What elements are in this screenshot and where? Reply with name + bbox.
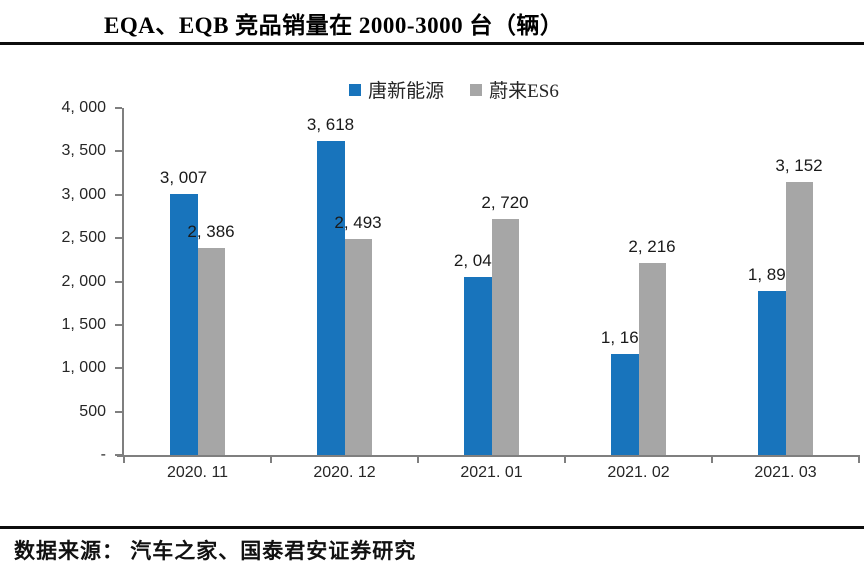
x-axis-line — [117, 455, 859, 457]
legend-item-tang: 唐新能源 — [349, 76, 444, 103]
y-axis-tick — [115, 237, 122, 240]
legend-swatch-blue-icon — [349, 83, 362, 96]
bar-weilai-es6 — [491, 219, 519, 455]
y-axis-tick — [115, 193, 122, 196]
bar-tang-xinnengyuan — [757, 290, 786, 455]
title-divider-rule — [0, 42, 864, 45]
bar-value-label: 2, 493 — [334, 212, 382, 232]
bar-weilai-es6 — [344, 238, 372, 455]
bar-value-label: 2, 720 — [481, 193, 529, 213]
bar-tang-xinnengyuan — [610, 353, 639, 455]
y-axis-tick — [115, 367, 122, 370]
x-axis-category-label: 2020. 12 — [313, 464, 376, 481]
chart-legend: 唐新能源 蔚来ES6 — [22, 76, 864, 103]
y-axis-tick — [115, 280, 122, 283]
y-axis-tick-label: 3, 000 — [61, 185, 106, 203]
legend-swatch-gray-icon — [470, 83, 483, 96]
y-axis-tick-label: 2, 500 — [61, 229, 106, 247]
bar-tang-xinnengyuan — [169, 194, 198, 455]
bar-tang-xinnengyuan — [463, 277, 492, 455]
bar-value-label: 1, 169 — [600, 327, 649, 347]
bar-value-label: 2, 386 — [187, 222, 235, 241]
x-axis-tick — [270, 455, 272, 463]
x-axis-category-label: 2021. 02 — [607, 464, 670, 481]
x-axis-tick — [564, 455, 566, 463]
bar-weilai-es6 — [638, 262, 666, 455]
data-source-caption: 数据来源： 汽车之家、国泰君安证券研究 — [14, 539, 417, 563]
footer-divider-rule — [0, 526, 864, 529]
legend-label: 蔚来ES6 — [489, 81, 559, 102]
x-axis-tick — [711, 455, 713, 463]
x-axis-tick — [123, 455, 125, 463]
legend-item-es6: 蔚来ES6 — [470, 76, 559, 103]
legend-label: 唐新能源 — [368, 81, 445, 102]
bar-value-label: 2, 049 — [453, 251, 502, 271]
bar-value-label: 3, 007 — [159, 168, 208, 188]
bar-value-label: 3, 618 — [306, 115, 355, 135]
y-axis-tick — [115, 323, 122, 326]
y-axis-line — [122, 108, 124, 457]
x-axis-tick — [858, 455, 860, 463]
bar-value-label: 3, 152 — [775, 155, 823, 175]
y-axis-tick — [115, 107, 122, 109]
x-axis-category-label: 2021. 03 — [754, 464, 817, 481]
bar-tang-xinnengyuan — [316, 141, 345, 455]
y-axis-tick-label: - — [100, 446, 106, 463]
bar-value-label: 1, 891 — [747, 264, 796, 284]
x-axis-category-label: 2021. 01 — [460, 464, 523, 481]
bar-value-label: 2, 216 — [628, 236, 676, 256]
y-axis-tick-label: 2, 000 — [61, 272, 106, 290]
bar-weilai-es6 — [197, 248, 225, 455]
chart-title: EQA、EQB 竞品销量在 2000-3000 台（辆） — [104, 13, 564, 38]
x-axis-category-label: 2020. 11 — [166, 464, 229, 481]
y-axis-tick-label: 3, 500 — [61, 142, 106, 160]
bar-weilai-es6 — [785, 181, 813, 455]
y-axis-tick-label: 1, 000 — [61, 359, 106, 377]
y-axis-tick-label: 1, 500 — [61, 315, 106, 333]
x-axis-tick — [417, 455, 419, 463]
y-axis-tick — [115, 150, 122, 153]
y-axis-tick-label: 500 — [79, 402, 106, 420]
y-axis-tick-label: 4, 000 — [61, 99, 106, 116]
y-axis-tick — [115, 454, 122, 456]
y-axis-tick — [115, 410, 122, 413]
